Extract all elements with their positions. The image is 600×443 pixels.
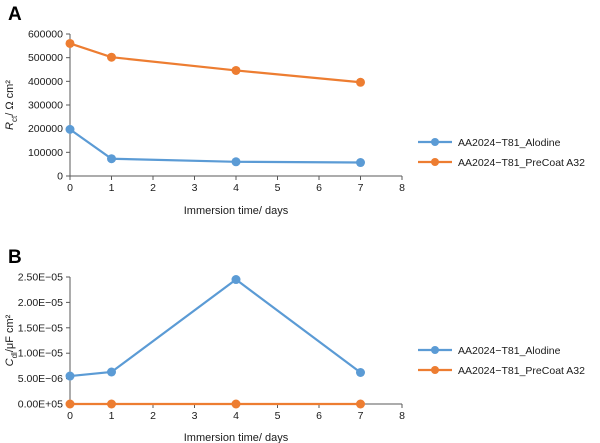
legend-swatch-marker <box>431 366 439 374</box>
data-point <box>65 38 75 48</box>
data-point <box>231 157 241 167</box>
x-axis-label: Immersion time/ days <box>184 432 289 443</box>
x-tick-label: 7 <box>358 410 364 422</box>
data-point <box>231 399 241 409</box>
panel-label: B <box>8 247 22 268</box>
legend-swatch-marker <box>431 158 439 166</box>
panel-label: A <box>8 4 22 25</box>
x-axis-label: Immersion time/ days <box>184 205 289 217</box>
y-tick-label: 1.00E−05 <box>18 348 63 360</box>
data-point <box>65 371 75 381</box>
y-tick-label: 400000 <box>28 76 63 88</box>
data-point <box>65 124 75 134</box>
y-tick-label: 500000 <box>28 52 63 64</box>
series-line <box>69 278 362 378</box>
legend-swatch-marker <box>431 138 439 146</box>
y-axis-label: Rct/ Ω cm² <box>4 80 19 130</box>
x-tick-label: 5 <box>275 410 281 422</box>
y-axis-label: Cdl/μF cm² <box>4 314 19 366</box>
data-point <box>107 154 116 164</box>
chart-panel-a: A 0 1 2 3 4 5 6 7 8 0 100000 200000 300000 400000 50000… <box>4 4 585 217</box>
x-tick-label: 2 <box>150 182 156 194</box>
y-tick-label: 1.50E−05 <box>18 322 63 334</box>
x-tick-label: 1 <box>109 182 115 194</box>
x-tick-label: 2 <box>150 410 156 422</box>
x-tick-label: 6 <box>316 182 322 194</box>
data-point <box>107 367 116 377</box>
y-tick-label: 100000 <box>28 147 63 159</box>
x-tick-label: 4 <box>233 410 239 422</box>
data-point <box>107 52 116 62</box>
y-tick-label: 2.00E−05 <box>18 297 63 309</box>
x-tick-label: 8 <box>399 182 405 194</box>
y-tick-label: 2.50E−05 <box>18 272 63 284</box>
x-tick-label: 0 <box>67 410 73 422</box>
data-point <box>356 77 365 87</box>
data-point <box>107 399 116 409</box>
x-tick-label: 7 <box>358 182 364 194</box>
series-line <box>69 42 361 84</box>
y-tick-label: 0.00E+05 <box>18 399 63 411</box>
data-point <box>356 158 365 168</box>
y-tick-label: 0 <box>57 171 63 183</box>
y-tick-label: 300000 <box>28 100 63 112</box>
x-tick-label: 1 <box>109 410 115 422</box>
data-point <box>231 65 241 75</box>
x-tick-label: 0 <box>67 182 73 194</box>
legend-entry: AA2024−T81_PreCoat A32 <box>458 365 585 377</box>
legend-swatch-marker <box>431 346 439 354</box>
x-tick-label: 3 <box>192 182 198 194</box>
y-tick-label: 200000 <box>28 123 63 135</box>
legend-entry: AA2024−T81_Alodine <box>458 137 561 149</box>
chart-panel-b: B 0 1 2 3 4 5 6 7 8 0.00E+05 5.00E−06 1.00E−05 1.50E−… <box>4 247 585 443</box>
y-tick-label: 600000 <box>28 29 63 41</box>
legend-entry: AA2024−T81_PreCoat A32 <box>458 157 585 169</box>
x-tick-label: 5 <box>275 182 281 194</box>
x-tick-label: 3 <box>192 410 198 422</box>
x-tick-label: 6 <box>316 410 322 422</box>
x-tick-label: 8 <box>399 410 405 422</box>
y-tick-label: 5.00E−06 <box>18 373 63 385</box>
series-line <box>69 128 361 164</box>
x-tick-label: 4 <box>233 182 239 194</box>
data-point <box>356 399 365 409</box>
data-point <box>356 368 365 378</box>
legend-entry: AA2024−T81_Alodine <box>458 345 561 357</box>
data-point <box>231 275 241 285</box>
data-point <box>65 399 75 409</box>
